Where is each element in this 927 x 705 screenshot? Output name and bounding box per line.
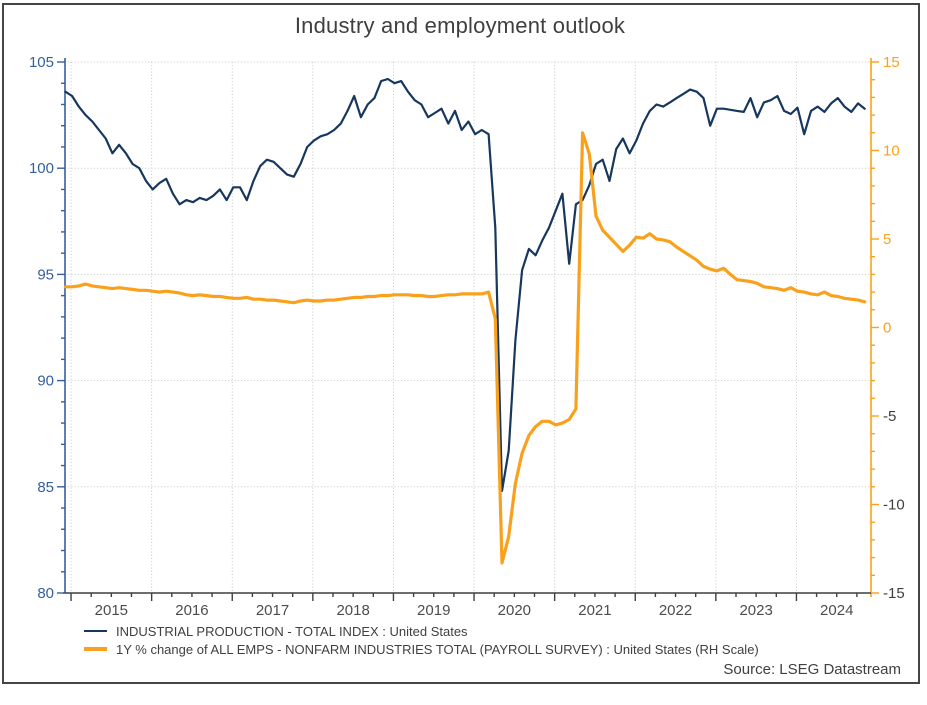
x-axis-year-label: 2015 [95, 602, 128, 619]
right-axis-tick-label: 5 [883, 231, 891, 248]
series-lines [63, 77, 867, 565]
source-credit: Source: LSEG Datastream [723, 661, 901, 678]
legend: INDUSTRIAL PRODUCTION - TOTAL INDEX : Un… [84, 622, 759, 658]
left-axis-tick-label: 85 [37, 479, 54, 496]
left-axis-tick-label: 95 [37, 266, 54, 283]
x-axis-year-label: 2020 [498, 602, 531, 619]
legend-label-industrial-production: INDUSTRIAL PRODUCTION - TOTAL INDEX : Un… [116, 623, 468, 639]
legend-swatch-payroll-change [84, 647, 107, 651]
chart-frame [2, 3, 920, 684]
right-axis-tick-label: -5 [883, 408, 896, 425]
axes [57, 58, 879, 601]
legend-item-payroll-change: 1Y % change of ALL EMPS - NONFARM INDUST… [84, 640, 759, 658]
x-axis-year-label: 2024 [820, 602, 853, 619]
left-axis-tick-label: 80 [37, 585, 54, 602]
gridlines [65, 61, 871, 593]
right-axis-tick-label: 15 [883, 54, 900, 71]
chart-title: Industry and employment outlook [294, 13, 626, 38]
line-swatch-icon [84, 647, 107, 651]
right-axis-tick-label: -10 [883, 497, 905, 514]
x-axis-year-label: 2017 [256, 602, 289, 619]
left-axis-tick-label: 105 [29, 54, 54, 71]
x-axis-year-label: 2016 [175, 602, 208, 619]
right-axis-tick-label: 0 [883, 320, 891, 337]
left-axis-tick-label: 90 [37, 373, 54, 390]
legend-item-industrial-production: INDUSTRIAL PRODUCTION - TOTAL INDEX : Un… [84, 622, 759, 640]
left-axis-tick-label: 100 [29, 160, 54, 177]
x-axis-year-label: 2018 [336, 602, 369, 619]
series-line-1 [63, 131, 867, 565]
legend-swatch-industrial-production [84, 629, 107, 633]
right-axis-tick-label: 10 [883, 143, 900, 160]
x-axis-year-label: 2019 [417, 602, 450, 619]
x-axis-year-label: 2021 [578, 602, 611, 619]
series-line-0 [64, 77, 866, 493]
x-axis-year-label: 2023 [739, 602, 772, 619]
right-axis-tick-label: -15 [883, 585, 905, 602]
line-swatch-icon [84, 629, 107, 633]
x-axis-year-label: 2022 [659, 602, 692, 619]
legend-label-payroll-change: 1Y % change of ALL EMPS - NONFARM INDUST… [116, 641, 759, 657]
